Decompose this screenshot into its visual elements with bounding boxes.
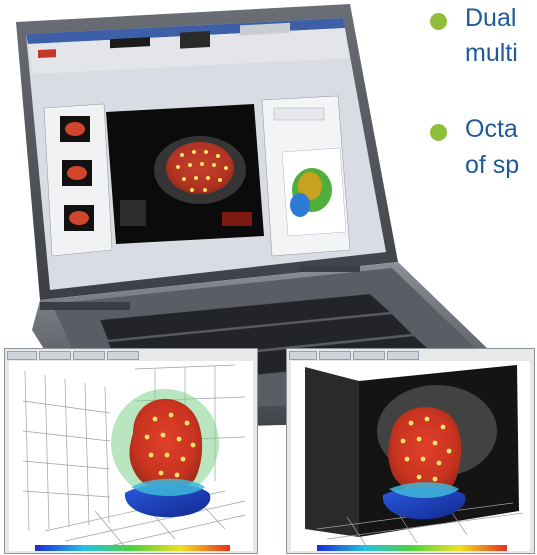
inset-tabs <box>7 351 141 360</box>
render-canvas <box>9 361 253 551</box>
bullet-dot <box>430 124 447 141</box>
color-scale-bar <box>35 545 230 551</box>
color-scale-bar <box>317 545 507 551</box>
inset-tabs <box>289 351 421 360</box>
render-canvas <box>291 361 530 551</box>
3d-render-right <box>286 348 535 554</box>
bullet-line: multi <box>465 39 518 67</box>
feature-bullets: Dual multi Octa of sp <box>424 0 537 200</box>
bullet-line: Octa <box>465 115 518 143</box>
bullet-line: of sp <box>465 151 520 179</box>
3d-render-left <box>4 348 258 554</box>
bullet-dot <box>430 13 447 30</box>
bullet-line: Dual <box>465 4 517 32</box>
